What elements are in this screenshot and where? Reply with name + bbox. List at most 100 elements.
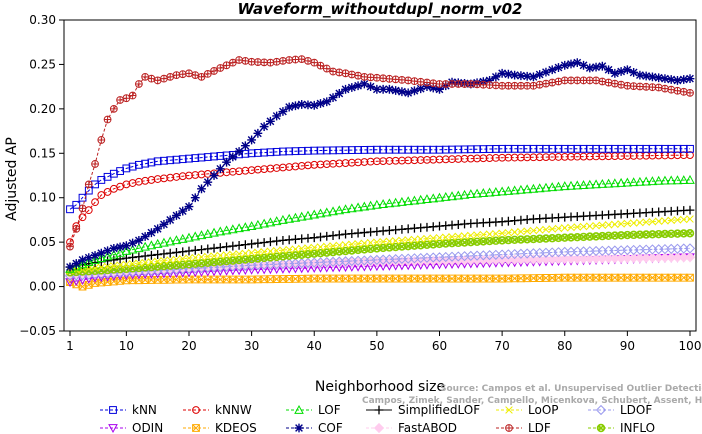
point-cof	[629, 68, 639, 77]
series-line-lof	[69, 179, 691, 270]
point-lof	[666, 175, 677, 185]
point-knn	[686, 144, 694, 153]
point-loop	[297, 244, 306, 253]
point-knn	[573, 144, 582, 153]
point-simplifiedlof	[228, 241, 238, 251]
point-lof	[478, 188, 489, 197]
point-lof	[415, 194, 426, 204]
point-knnw	[329, 159, 337, 168]
point-cof	[259, 122, 269, 132]
y-tick-label: −0.05	[19, 324, 56, 338]
point-cof	[585, 63, 595, 73]
point-lof	[259, 218, 269, 228]
point-ldf	[285, 56, 294, 64]
point-knnw	[366, 157, 375, 166]
point-knn	[560, 144, 569, 153]
point-cof	[372, 84, 382, 94]
point-cof	[516, 71, 526, 81]
point-cof	[554, 63, 563, 72]
point-ldf	[654, 83, 663, 92]
point-knn	[210, 152, 218, 161]
point-lof	[553, 181, 564, 191]
point-ldf	[366, 73, 375, 82]
point-cof	[522, 71, 532, 81]
point-knnw	[466, 154, 475, 163]
legend-label-odin: ODIN	[132, 421, 163, 434]
point-knnw	[347, 158, 356, 167]
point-knn	[191, 154, 200, 162]
legend-marker-kdeos	[192, 424, 200, 432]
point-knn	[592, 144, 600, 153]
point-ldf	[410, 77, 419, 85]
point-cof	[497, 68, 507, 78]
point-knn	[667, 144, 676, 153]
legend-item-cof: COF	[286, 421, 343, 434]
point-loop	[153, 257, 162, 266]
point-knn	[203, 153, 212, 161]
point-loop	[204, 252, 212, 261]
point-knnw	[535, 153, 544, 162]
series-cof	[65, 58, 695, 272]
point-ldf	[310, 58, 319, 67]
point-knn	[279, 147, 287, 156]
point-loop	[191, 253, 200, 262]
point-loop	[279, 246, 287, 254]
point-ldf	[372, 73, 381, 82]
point-simplifiedlof	[240, 240, 250, 250]
point-loop	[366, 238, 375, 247]
point-ldf	[667, 85, 676, 94]
point-simplifiedlof	[134, 252, 144, 262]
point-simplifiedlof	[266, 237, 275, 247]
point-loop	[642, 218, 650, 226]
point-cof	[654, 73, 664, 83]
point-knn	[322, 146, 331, 155]
point-cof	[309, 100, 319, 110]
point-knnw	[598, 152, 607, 161]
point-ldf	[141, 73, 150, 81]
point-lof	[328, 206, 338, 216]
point-lof	[566, 180, 576, 190]
point-lof	[397, 196, 407, 206]
x-tick-label: 40	[307, 339, 322, 353]
point-knn	[172, 155, 181, 164]
point-cof	[416, 84, 426, 94]
point-lof	[509, 185, 520, 195]
point-cof	[604, 65, 613, 75]
point-loop	[360, 239, 369, 247]
point-lof	[240, 222, 251, 232]
point-lof	[146, 240, 157, 250]
point-ldf	[116, 96, 125, 104]
point-simplifiedlof	[153, 250, 163, 259]
point-simplifiedlof	[253, 238, 263, 248]
point-lof	[597, 178, 608, 188]
point-simplifiedlof	[197, 245, 206, 255]
point-lof	[365, 200, 376, 210]
point-knnw	[454, 155, 463, 163]
point-cof	[322, 97, 332, 107]
point-cof	[547, 65, 557, 75]
point-cof	[422, 82, 432, 92]
point-cof	[71, 259, 81, 268]
point-knnw	[78, 213, 87, 222]
point-loop	[316, 243, 325, 251]
point-lof	[290, 212, 301, 222]
point-loop	[160, 256, 168, 265]
point-knnw	[473, 154, 481, 163]
point-ldf	[297, 55, 306, 63]
point-cof	[591, 62, 601, 72]
point-knnw	[316, 160, 325, 169]
point-knn	[479, 145, 488, 154]
point-cof	[353, 81, 363, 91]
series-line-ldof	[69, 247, 691, 277]
point-cof	[616, 67, 626, 76]
point-lof	[196, 230, 207, 240]
point-simplifiedlof	[328, 231, 338, 240]
point-ldf	[679, 87, 688, 96]
point-cof	[328, 93, 338, 103]
point-lof	[610, 178, 620, 188]
point-loop	[560, 224, 569, 232]
point-cof	[272, 111, 282, 121]
point-loop	[510, 228, 519, 236]
point-ldf	[604, 78, 613, 87]
point-knn	[166, 156, 175, 165]
